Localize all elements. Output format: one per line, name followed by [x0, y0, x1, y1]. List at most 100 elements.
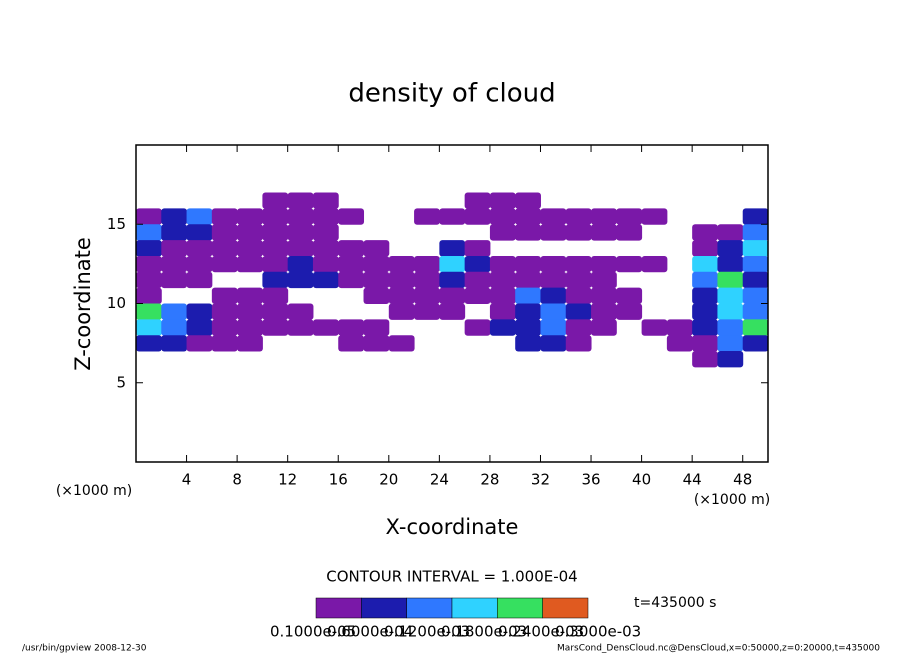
cells — [136, 192, 769, 368]
cell — [692, 351, 718, 368]
cell — [237, 208, 263, 225]
cell — [464, 319, 491, 336]
cell — [692, 240, 718, 257]
cell — [515, 192, 541, 209]
cell — [312, 271, 339, 289]
cell — [211, 287, 238, 304]
cell — [161, 224, 188, 241]
cell — [136, 224, 162, 241]
colorbar-label: 0.3000e-03 — [555, 623, 641, 641]
cell — [338, 255, 365, 273]
x-tick-label: 20 — [379, 471, 398, 489]
cell — [666, 335, 693, 352]
cell — [312, 319, 339, 336]
cell — [565, 224, 592, 241]
cell — [237, 240, 263, 257]
cell — [262, 271, 289, 289]
cell — [616, 287, 643, 304]
cell — [186, 208, 213, 225]
cell — [287, 319, 314, 336]
cell — [717, 224, 744, 241]
cell — [439, 271, 466, 289]
cell — [161, 255, 188, 273]
cell — [742, 287, 769, 304]
colorbar-swatch — [497, 597, 543, 619]
x-tick-label: 12 — [278, 471, 297, 489]
cell — [136, 271, 162, 289]
cell — [616, 255, 643, 273]
cell — [692, 335, 718, 352]
cell — [489, 303, 516, 320]
x-tick-label: 8 — [232, 471, 242, 489]
cell — [515, 208, 541, 225]
cell — [262, 319, 289, 336]
cell — [237, 303, 263, 320]
cell — [515, 335, 541, 352]
cell — [489, 271, 516, 289]
colorbar-label: 0.1000e-05 — [270, 623, 356, 641]
y-axis-label: Z-coordinate — [71, 237, 95, 371]
cell — [515, 271, 541, 289]
cell — [742, 319, 769, 336]
x-tick-label: 4 — [182, 471, 192, 489]
colorbar: 0.1000e-050.6000e-040.1200e-030.1800e-03… — [270, 597, 641, 641]
cell — [287, 208, 314, 225]
cell — [489, 319, 516, 336]
cell — [464, 192, 491, 209]
cell — [515, 303, 541, 320]
cell — [211, 224, 238, 241]
cell — [591, 208, 617, 225]
cell — [591, 255, 617, 273]
cell — [136, 319, 162, 336]
cell — [363, 255, 390, 273]
cell — [540, 319, 567, 336]
cell — [717, 303, 744, 320]
cell — [338, 319, 365, 336]
cell — [312, 240, 339, 257]
x-tick-label: 40 — [632, 471, 651, 489]
cell — [388, 287, 415, 304]
cell — [237, 287, 263, 304]
cell — [565, 255, 592, 273]
cell — [161, 319, 188, 336]
cell — [540, 224, 567, 241]
cell — [363, 319, 390, 336]
cell — [439, 287, 466, 304]
cell — [312, 192, 339, 209]
cell — [186, 303, 213, 320]
cell — [565, 319, 592, 336]
x-tick-label: 48 — [733, 471, 752, 489]
x-tick-label: 36 — [581, 471, 600, 489]
cell — [692, 224, 718, 241]
cell — [186, 271, 213, 289]
cell — [211, 240, 238, 257]
cell — [287, 240, 314, 257]
cell — [540, 271, 567, 289]
cell — [338, 240, 365, 257]
x-tick-label: 16 — [329, 471, 348, 489]
y-tick-label: 15 — [107, 215, 126, 233]
cell — [692, 303, 718, 320]
cell — [237, 319, 263, 336]
x-axis-label: X-coordinate — [386, 515, 519, 539]
y-unit: (×1000 m) — [56, 483, 132, 499]
cell — [136, 303, 162, 320]
cell — [363, 335, 390, 352]
cell — [136, 255, 162, 273]
cell — [742, 240, 769, 257]
colorbar-label: 0.2400e-03 — [498, 623, 584, 641]
cell — [464, 255, 491, 273]
cell — [237, 255, 263, 273]
cell — [414, 271, 440, 289]
cell — [489, 208, 516, 225]
cell — [489, 255, 516, 273]
cell — [641, 255, 668, 273]
cell — [540, 208, 567, 225]
cell — [262, 192, 289, 209]
cell — [186, 255, 213, 273]
cell — [186, 224, 213, 241]
cell — [616, 303, 643, 320]
cell — [540, 303, 567, 320]
cell — [414, 303, 440, 320]
